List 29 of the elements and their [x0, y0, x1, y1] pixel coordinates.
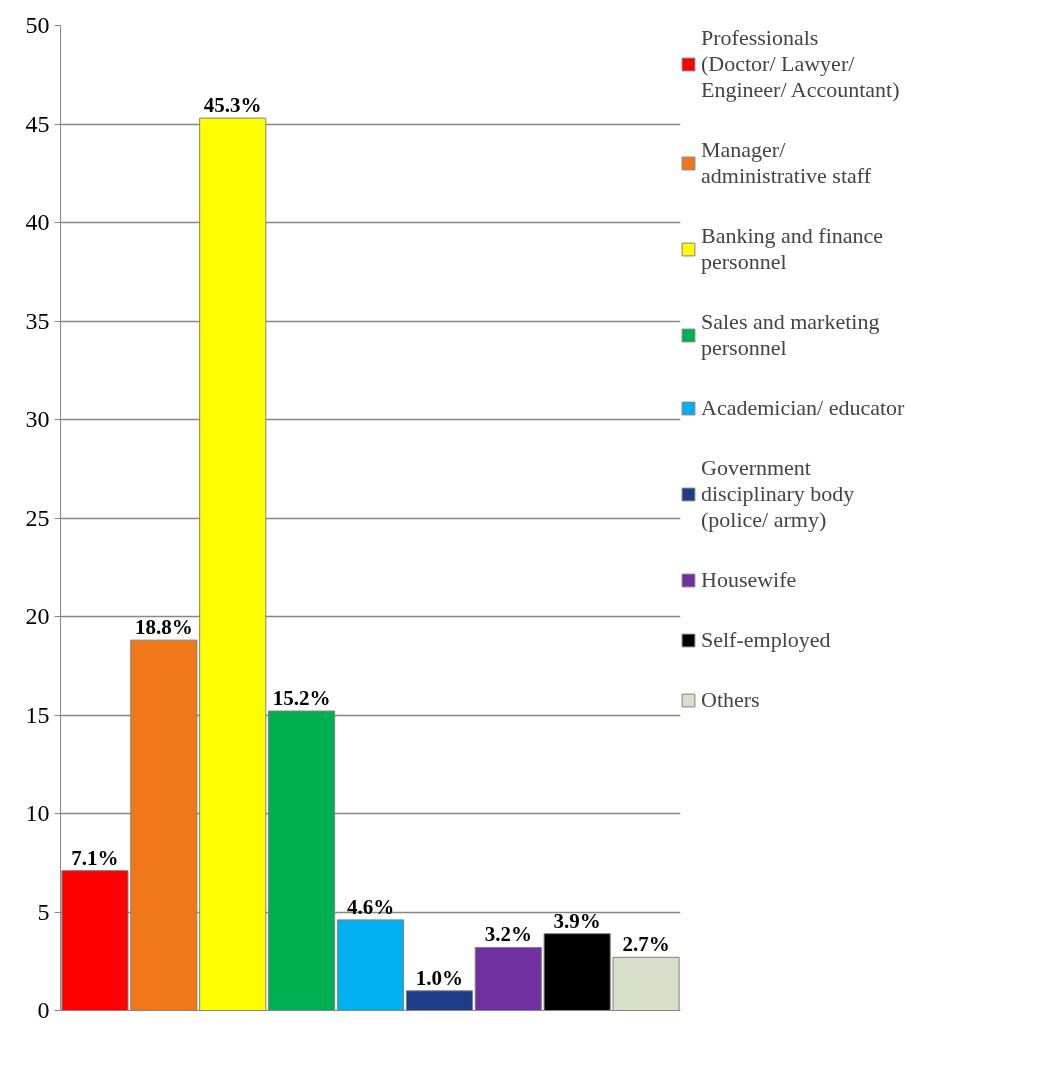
data-label: 4.6% — [346, 894, 395, 919]
legend-label: Professionals (Doctor/ Lawyer/ Engineer/ Accountant) — [701, 25, 900, 103]
legend-label: Manager/ administrative staff — [701, 137, 872, 189]
y-tick-label: 50 — [25, 12, 50, 38]
legend-label: Self-employed — [701, 627, 831, 653]
y-tick-label: 20 — [25, 603, 50, 629]
y-tick-label: 0 — [37, 997, 50, 1023]
data-label: 7.1% — [71, 845, 119, 870]
y-tick-label: 25 — [25, 504, 50, 531]
y-tick-label: 30 — [25, 406, 50, 432]
data-label: 45.3% — [203, 93, 262, 118]
legend-label: Banking and finance personnel — [701, 223, 884, 275]
y-tick-label: 15 — [25, 701, 50, 728]
legend-label: Government disciplinary body (police/ army) — [701, 455, 855, 533]
y-tick-label: 40 — [25, 209, 50, 235]
data-label: 2.7% — [622, 932, 670, 957]
legend-label: Sales and marketing personnel — [701, 309, 880, 361]
y-tick-label: 35 — [25, 307, 50, 334]
legend-label: Academician/ educator — [701, 395, 905, 421]
data-label: 18.8% — [134, 615, 193, 640]
data-label: 3.2% — [484, 922, 532, 947]
legend-label: Others — [701, 687, 760, 713]
data-label: 3.9% — [553, 908, 601, 933]
y-tick-label: 10 — [25, 800, 50, 826]
y-tick-label: 45 — [25, 110, 50, 137]
legend-label: Housewife — [701, 567, 797, 593]
data-label: 1.0% — [415, 965, 464, 990]
data-label: 15.2% — [272, 686, 331, 711]
y-tick-label: 5 — [37, 898, 50, 925]
